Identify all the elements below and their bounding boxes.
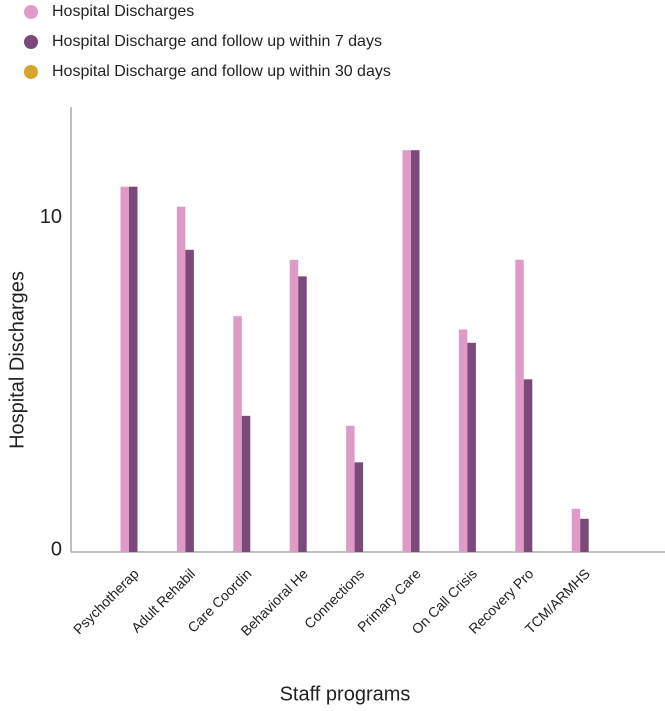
bar: [176, 206, 186, 552]
legend-swatch: [24, 65, 38, 79]
bar: [571, 508, 581, 552]
bar: [233, 316, 242, 552]
y-tick-label: 10: [40, 206, 62, 228]
bar: [289, 259, 299, 552]
bar: [354, 462, 364, 552]
bar: [402, 150, 411, 553]
legend-swatch: [24, 35, 38, 49]
legend-label: Hospital Discharge and follow up within …: [52, 63, 391, 80]
x-axis-label: Staff programs: [280, 683, 411, 705]
bar: [523, 379, 533, 552]
bar: [346, 425, 355, 552]
bar: [185, 249, 194, 552]
y-tick-label: 0: [51, 538, 62, 560]
y-axis-label: Hospital Discharges: [6, 271, 28, 449]
bar: [411, 150, 420, 553]
bar: [515, 259, 524, 552]
bar: [298, 276, 307, 552]
legend-label: Hospital Discharge and follow up within …: [52, 33, 382, 50]
legend-label: Hospital Discharges: [52, 3, 194, 20]
legend-swatch: [24, 5, 38, 19]
bar: [467, 342, 476, 552]
bar: [120, 186, 129, 553]
bar: [241, 415, 251, 552]
bar: [129, 186, 138, 553]
bar: [580, 518, 589, 552]
bar: [458, 329, 468, 552]
